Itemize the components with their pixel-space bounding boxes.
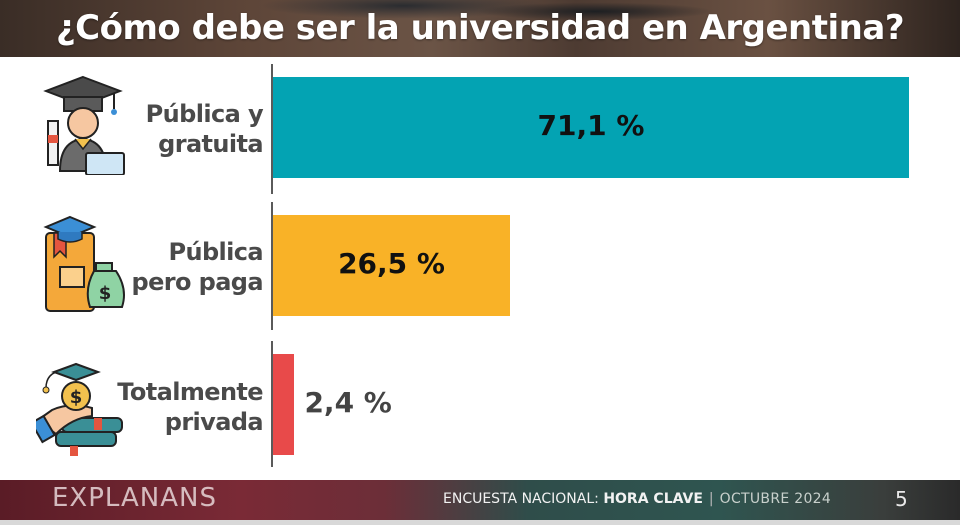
category-axis-line — [271, 202, 273, 330]
category-label-line: privada — [164, 408, 264, 436]
bar — [273, 215, 511, 316]
category-label-line: Pública y — [145, 100, 264, 128]
svg-text:$: $ — [70, 387, 83, 408]
bar-value-label: 2,4 % — [304, 385, 392, 419]
bar — [273, 77, 909, 178]
category-label-line: pero paga — [131, 268, 264, 296]
category-label-line: gratuita — [158, 130, 263, 158]
footer-strip — [0, 520, 960, 525]
footer-banner — [0, 480, 960, 520]
category-label: Pública y gratuita — [145, 99, 264, 159]
category-label: Totalmente privada — [117, 377, 263, 437]
bar-value-label: 26,5 % — [338, 246, 445, 280]
survey-date: OCTUBRE 2024 — [719, 491, 832, 507]
brand-logo: EXPLANANS — [52, 483, 217, 513]
category-label: Pública pero paga — [132, 237, 264, 297]
page-title: ¿Cómo debe ser la universidad en Argenti… — [55, 8, 905, 48]
book-money-bag-icon: $ — [43, 215, 125, 312]
bar-value-label: 71,1 % — [537, 108, 645, 142]
survey-caption: ENCUESTA NACIONAL: HORA CLAVE | OCTUBRE 20… — [443, 491, 831, 507]
header-banner — [0, 0, 960, 57]
category-axis-line — [271, 341, 273, 467]
bar — [273, 354, 295, 455]
page-number: 5 — [895, 487, 908, 511]
svg-text:$: $ — [99, 283, 112, 304]
category-label-line: Pública — [168, 238, 263, 266]
hand-coin-books-icon: $ — [36, 362, 123, 456]
category-axis-line — [271, 64, 273, 194]
category-label-line: Totalmente — [117, 378, 263, 406]
survey-prefix: ENCUESTA NACIONAL: — [443, 491, 604, 507]
footer-separator: | — [708, 491, 714, 507]
graduate-student-icon — [43, 75, 125, 175]
survey-name: HORA CLAVE — [603, 491, 703, 507]
